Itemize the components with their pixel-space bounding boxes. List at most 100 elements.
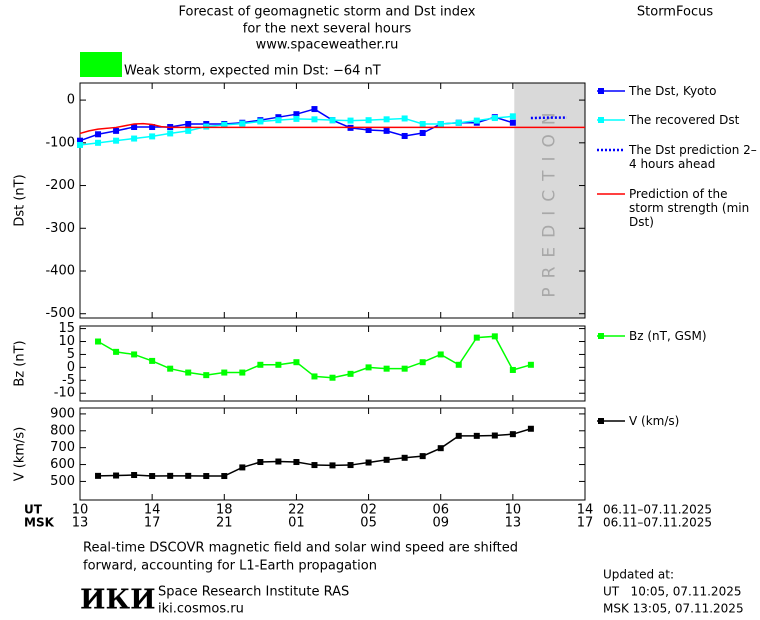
plot-frame (79, 407, 586, 501)
legend-marker (598, 117, 604, 123)
date-range: 06.11–07.11.2025 (603, 516, 712, 530)
series-line (98, 428, 532, 477)
marker (437, 445, 444, 452)
title: Forecast of geomagnetic storm and Dst in… (178, 5, 475, 20)
y-axis-label: Dst (nT) (13, 174, 28, 226)
marker (95, 338, 102, 345)
marker (149, 133, 156, 140)
updated: MSK 13:05, 07.11.2025 (603, 602, 744, 616)
marker (311, 116, 318, 123)
marker (329, 462, 336, 469)
x-tick-label: 09 (432, 516, 449, 531)
plot-frame (79, 82, 586, 319)
marker (239, 120, 246, 127)
marker (509, 366, 516, 373)
date-range: 06.11–07.11.2025 (603, 503, 712, 517)
marker (347, 117, 354, 124)
marker (311, 106, 318, 113)
y-tick-label: 0 (67, 93, 75, 108)
marker (293, 459, 300, 466)
marker (293, 115, 300, 122)
logo: ИКИ (80, 585, 156, 616)
x-tick-label: 13 (505, 516, 522, 531)
marker (509, 431, 516, 438)
y-tick-label: 0 (67, 360, 75, 375)
marker (509, 119, 516, 126)
y-tick-label: -100 (45, 135, 75, 150)
y-tick-label: 500 (50, 474, 75, 489)
legend-label: V (km/s) (629, 414, 680, 428)
status-box (80, 52, 122, 77)
y-tick-label: -200 (45, 178, 75, 193)
marker (365, 117, 372, 124)
series-line (79, 122, 585, 135)
marker (383, 127, 390, 134)
y-tick-label: 600 (50, 457, 75, 472)
legend-label: Prediction of the storm strength (min Ds… (629, 187, 750, 229)
legend-label: The Dst, Kyoto (629, 84, 717, 98)
y-tick-label: 15 (58, 321, 75, 336)
marker (329, 374, 336, 381)
marker (311, 462, 318, 469)
marker (365, 127, 372, 133)
y-axis-label: Bz (nT) (13, 340, 28, 386)
marker (311, 373, 318, 380)
marker (455, 432, 462, 439)
updated: Updated at: (603, 568, 674, 582)
marker (257, 459, 264, 466)
y-tick-label: 5 (67, 347, 75, 362)
marker (419, 359, 426, 366)
marker (167, 130, 174, 137)
title: www.spaceweather.ru (256, 38, 399, 53)
marker (95, 472, 102, 479)
x-tick-label: 17 (144, 516, 161, 531)
marker (383, 116, 390, 123)
marker (131, 472, 138, 479)
marker (203, 123, 210, 130)
marker (221, 121, 228, 128)
marker (365, 459, 372, 466)
legend-label: The recovered Dst (629, 113, 740, 127)
brand: StormFocus (637, 5, 713, 20)
marker (239, 464, 246, 471)
legend-label: Bz (nT, GSM) (629, 329, 707, 343)
marker (185, 369, 192, 376)
x-tick-label: 21 (216, 516, 233, 531)
marker (131, 124, 138, 131)
marker (455, 361, 462, 368)
marker (275, 458, 282, 465)
plot-frame (79, 325, 586, 402)
title: for the next several hours (243, 22, 412, 37)
marker (221, 473, 228, 480)
marker (437, 121, 444, 128)
marker (131, 351, 138, 358)
legend-label: The Dst prediction 2–4 hours ahead (629, 143, 757, 171)
marker (437, 351, 444, 358)
marker (167, 472, 174, 479)
x-row-label: MSK (24, 516, 55, 530)
x-tick-label: 10 (505, 503, 522, 518)
marker (239, 369, 246, 376)
y-tick-label: -5 (62, 373, 75, 388)
marker (491, 115, 498, 122)
marker (293, 359, 300, 366)
legend-marker (598, 88, 604, 94)
marker (275, 361, 282, 368)
marker (419, 453, 426, 460)
marker (365, 364, 372, 371)
marker (95, 139, 102, 146)
marker (167, 365, 174, 372)
marker (203, 473, 210, 480)
marker (455, 119, 462, 126)
marker (473, 117, 480, 124)
x-tick-label: 14 (144, 503, 161, 518)
marker (383, 365, 390, 372)
y-tick-label: 900 (50, 406, 75, 421)
note: Real-time DSCOVR magnetic field and sola… (83, 541, 518, 556)
marker (257, 361, 264, 368)
marker (347, 370, 354, 377)
marker (419, 129, 426, 136)
marker (131, 135, 138, 142)
